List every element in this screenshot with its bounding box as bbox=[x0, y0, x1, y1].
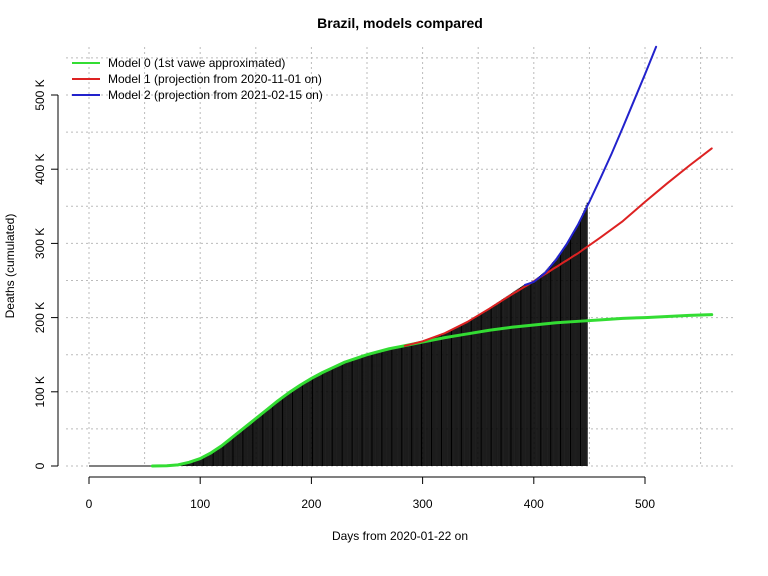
y-tick-label: 0 bbox=[33, 462, 47, 469]
y-tick-label: 300 K bbox=[33, 228, 47, 259]
y-tick-label: 100 K bbox=[33, 376, 47, 407]
observed-bars bbox=[89, 202, 588, 467]
x-tick-label: 400 bbox=[524, 497, 544, 511]
x-tick-label: 500 bbox=[635, 497, 655, 511]
series-lines bbox=[150, 45, 714, 468]
y-axis: 0 100 K 200 K 300 K 400 K 500 K bbox=[33, 79, 59, 469]
y-tick-label: 500 K bbox=[33, 79, 47, 110]
x-axis: 0 100 200 300 400 500 bbox=[86, 476, 655, 511]
observed-bar-series bbox=[150, 202, 588, 466]
series-line-model-1 bbox=[403, 147, 713, 347]
x-axis-label: Days from 2020-01-22 on bbox=[332, 529, 468, 543]
y-tick-label: 400 K bbox=[33, 154, 47, 185]
x-tick-label: 100 bbox=[190, 497, 210, 511]
legend: Model 0 (1st vawe approximated) Model 1 (… bbox=[72, 56, 323, 102]
x-tick-label: 300 bbox=[413, 497, 433, 511]
legend-label-model-1: Model 1 (projection from 2020-11-01 on) bbox=[108, 72, 322, 86]
x-tick-label: 0 bbox=[86, 497, 93, 511]
legend-label-model-2: Model 2 (projection from 2021-02-15 on) bbox=[108, 88, 323, 102]
series-line-model-0 bbox=[150, 313, 714, 468]
series-line-model-2 bbox=[523, 45, 658, 286]
grid bbox=[66, 47, 735, 467]
legend-label-model-0: Model 0 (1st vawe approximated) bbox=[108, 56, 285, 70]
x-tick-label: 200 bbox=[301, 497, 321, 511]
y-axis-label: Deaths (cumulated) bbox=[3, 214, 17, 319]
chart-title: Brazil, models compared bbox=[317, 15, 483, 31]
y-tick-label: 200 K bbox=[33, 302, 47, 333]
